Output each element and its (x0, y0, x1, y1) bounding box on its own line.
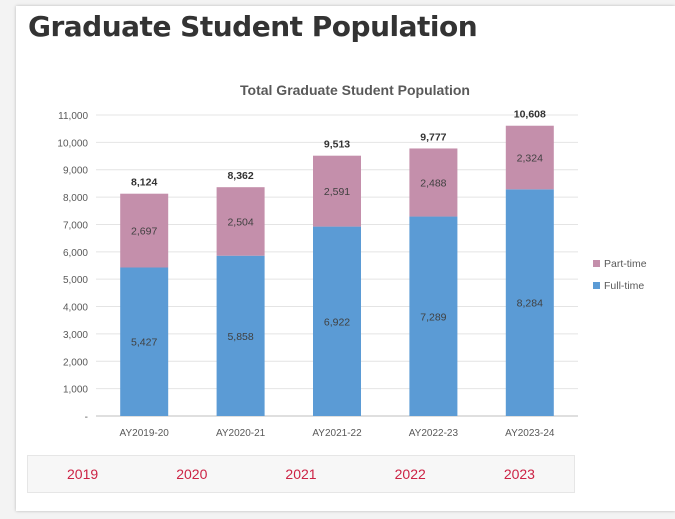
full-time-bar (313, 226, 361, 416)
total-data-label: 10,608 (514, 109, 546, 121)
chart-title: Total Graduate Student Population (240, 82, 470, 98)
y-tick-label: 11,000 (58, 111, 88, 122)
total-data-label: 9,777 (420, 131, 446, 143)
total-data-label: 8,362 (227, 170, 253, 182)
full-time-data-label: 7,289 (420, 311, 446, 323)
y-tick-label: 10,000 (57, 138, 88, 149)
y-tick-label: - (85, 412, 88, 423)
total-data-label: 8,124 (131, 177, 157, 189)
y-tick-label: 7,000 (63, 220, 88, 231)
y-tick-label: 1,000 (63, 385, 88, 396)
x-tick-label: AY2020-21 (216, 428, 266, 439)
page-title: Graduate Student Population (28, 10, 478, 43)
legend-label-part-time: Part-time (604, 258, 647, 270)
part-time-bar (120, 193, 169, 268)
y-tick-label: 6,000 (63, 248, 88, 259)
full-time-bar (216, 255, 265, 416)
full-time-bar (505, 189, 554, 416)
y-tick-label: 8,000 (63, 193, 88, 204)
part-time-data-label: 2,488 (420, 178, 446, 190)
year-tab-2021[interactable]: 2021 (285, 466, 317, 482)
year-tab-2022[interactable]: 2022 (394, 466, 426, 482)
x-tick-label: AY2019-20 (120, 428, 170, 439)
part-time-data-label: 2,591 (324, 186, 350, 198)
legend-swatch-full-time (593, 282, 600, 289)
part-time-bar (505, 125, 554, 190)
legend-label-full-time: Full-time (604, 280, 644, 292)
full-time-bar (409, 216, 458, 416)
year-tab-2020[interactable]: 2020 (176, 466, 208, 482)
y-tick-label: 5,000 (63, 275, 88, 286)
year-tabs: 2019 2020 2021 2022 2023 (27, 455, 575, 493)
x-tick-label: AY2022-23 (409, 428, 459, 439)
part-time-data-label: 2,697 (131, 226, 157, 238)
x-tick-label: AY2023-24 (505, 428, 555, 439)
part-time-bar (216, 187, 265, 256)
y-tick-label: 4,000 (63, 303, 88, 314)
full-time-bar (120, 267, 169, 416)
part-time-bar (313, 155, 361, 227)
x-tick-label: AY2021-22 (312, 428, 362, 439)
full-time-data-label: 6,922 (324, 316, 350, 328)
full-time-data-label: 8,284 (517, 298, 543, 310)
full-time-data-label: 5,858 (227, 331, 253, 343)
y-tick-label: 3,000 (63, 330, 88, 341)
year-tab-2023[interactable]: 2023 (503, 466, 535, 482)
year-tab-2019[interactable]: 2019 (67, 466, 99, 482)
legend-swatch-part-time (593, 260, 600, 267)
part-time-data-label: 2,504 (227, 216, 253, 228)
y-tick-label: 2,000 (63, 357, 88, 368)
part-time-data-label: 2,324 (517, 153, 543, 165)
total-data-label: 9,513 (324, 139, 350, 151)
y-tick-label: 9,000 (63, 166, 88, 177)
part-time-bar (409, 148, 458, 217)
full-time-data-label: 5,427 (131, 337, 157, 349)
